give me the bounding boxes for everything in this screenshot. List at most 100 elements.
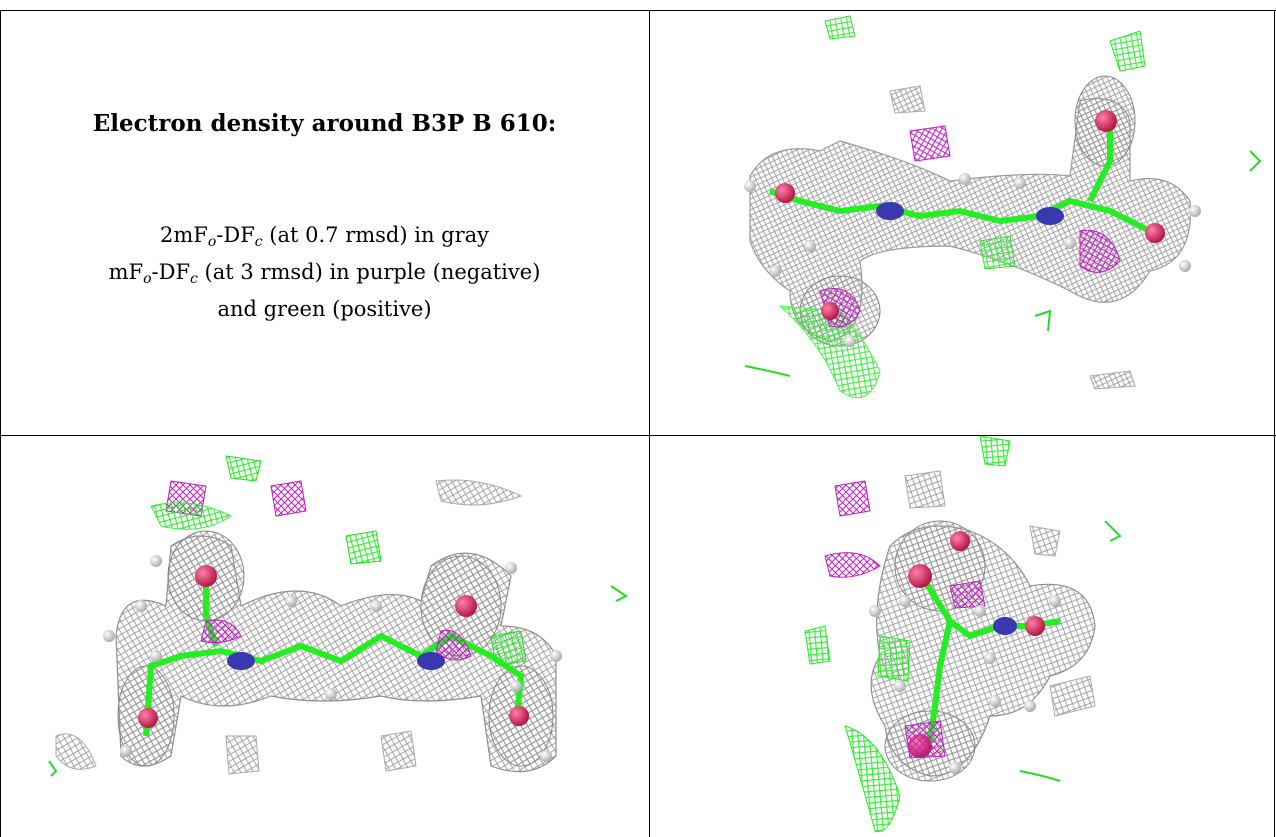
table-divider-horizontal <box>0 435 1276 436</box>
molecule-bonds <box>769 188 1152 234</box>
hydrogen-atom <box>1049 595 1061 607</box>
density-image-3 <box>804 436 1122 833</box>
gray-mesh <box>1029 525 1061 557</box>
density-view-bottom-right <box>650 436 1274 837</box>
hydrogen-atom <box>103 630 115 642</box>
hydrogen-atom <box>949 762 961 774</box>
oxygen-atom <box>455 595 477 617</box>
caption-line-2: mFo-DFc (at 3 rmsd) in purple (negative) <box>108 260 541 287</box>
hydrogen-atom <box>989 695 1001 707</box>
green-mesh <box>804 625 831 665</box>
oxygen-atom <box>821 302 839 320</box>
hydrogen-atom <box>1064 237 1076 249</box>
hydrogen-atom <box>959 173 971 185</box>
oxygen-atom <box>908 564 932 588</box>
density-image-2 <box>48 455 628 777</box>
hydrogen-atom <box>1189 205 1201 217</box>
hydrogen-atom <box>1014 177 1026 189</box>
gray-mesh <box>1089 370 1136 390</box>
purple-mesh <box>1079 229 1121 273</box>
oxygen-atom <box>195 565 217 587</box>
hydrogen-atom <box>550 650 562 662</box>
density-view-top-right <box>650 11 1274 435</box>
gray-mesh <box>55 733 97 770</box>
purple-mesh <box>834 480 871 517</box>
molecule-bonds <box>143 632 525 737</box>
nitrogen-atom <box>227 652 255 670</box>
gray-mesh <box>380 730 417 772</box>
green-mesh <box>778 305 881 399</box>
hydrogen-atom <box>540 750 552 762</box>
table-divider-vertical <box>649 10 650 837</box>
oxygen-atom <box>775 183 795 203</box>
purple-mesh <box>949 580 986 609</box>
green-mesh <box>877 635 911 682</box>
hydrogen-atom <box>869 605 881 617</box>
purple-mesh <box>270 480 307 517</box>
oxygen-atom <box>509 706 529 726</box>
green-mesh <box>345 530 382 565</box>
hydrogen-atom <box>974 605 986 617</box>
green-mesh <box>844 725 901 833</box>
green-mesh <box>1109 30 1146 72</box>
green-mesh <box>490 630 527 667</box>
gray-mesh <box>1049 675 1096 717</box>
green-mesh <box>979 436 1011 467</box>
nitrogen-atom <box>417 652 445 670</box>
green-mesh <box>979 235 1016 270</box>
gray-mesh <box>225 735 260 775</box>
green-mesh-fragment <box>1034 309 1052 332</box>
green-mesh <box>225 455 262 482</box>
green-mesh-fragment <box>1104 520 1122 542</box>
gray-mesh <box>889 85 926 114</box>
gray-mesh <box>435 479 523 506</box>
hydrogen-atom <box>285 595 297 607</box>
density-image-1 <box>744 15 1262 399</box>
hydrogen-atom <box>150 650 162 662</box>
hydrogen-atom <box>150 555 162 567</box>
hydrogen-atom <box>505 562 517 574</box>
green-mesh-fragment <box>610 585 628 602</box>
purple-mesh <box>909 125 951 162</box>
caption-title: Electron density around B3P B 610: <box>92 110 557 137</box>
purple-mesh <box>824 552 881 578</box>
hydrogen-atom <box>1179 260 1191 272</box>
hydrogen-atom <box>804 240 816 252</box>
hydrogen-atom <box>370 600 382 612</box>
hydrogen-atom <box>135 600 147 612</box>
caption-line-1: 2mFo-DFc (at 0.7 rmsd) in gray <box>159 223 490 250</box>
green-mesh <box>150 502 232 530</box>
purple-mesh <box>200 619 242 644</box>
hydrogen-atom <box>899 595 911 607</box>
green-mesh <box>824 15 856 40</box>
hydrogen-atom <box>120 745 132 757</box>
oxygen-atom <box>1145 223 1165 243</box>
gray-mesh <box>904 470 946 509</box>
oxygen-atom <box>950 531 970 551</box>
hydrogen-atom <box>844 335 856 347</box>
table-border-left <box>0 10 1 837</box>
nitrogen-atom <box>1036 207 1064 225</box>
hydrogen-atom <box>984 652 996 664</box>
oxygen-atom <box>138 708 158 728</box>
nitrogen-atom <box>876 202 904 220</box>
green-mesh-fragment <box>1019 770 1061 782</box>
table-border-top <box>0 10 1276 11</box>
caption-cell: Electron density around B3P B 610: 2mFo-… <box>0 10 649 435</box>
green-mesh-fragment <box>744 365 791 377</box>
hydrogen-atom <box>769 265 781 277</box>
caption-line-3: and green (positive) <box>217 297 432 321</box>
purple-mesh <box>904 720 946 759</box>
nitrogen-atom <box>993 617 1017 635</box>
hydrogen-atom <box>325 688 337 700</box>
oxygen-atom <box>1025 616 1045 636</box>
purple-mesh <box>435 629 472 661</box>
hydrogen-atom <box>510 680 522 692</box>
caption-description: 2mFo-DFc (at 0.7 rmsd) in gray mFo-DFc (… <box>0 220 649 324</box>
table-border-right <box>1274 10 1275 837</box>
green-mesh-fragment <box>1249 150 1262 172</box>
oxygen-atom <box>1095 110 1117 132</box>
green-mesh-fragment <box>48 760 58 777</box>
hydrogen-atom <box>894 680 906 692</box>
density-view-bottom-left <box>1 436 649 837</box>
